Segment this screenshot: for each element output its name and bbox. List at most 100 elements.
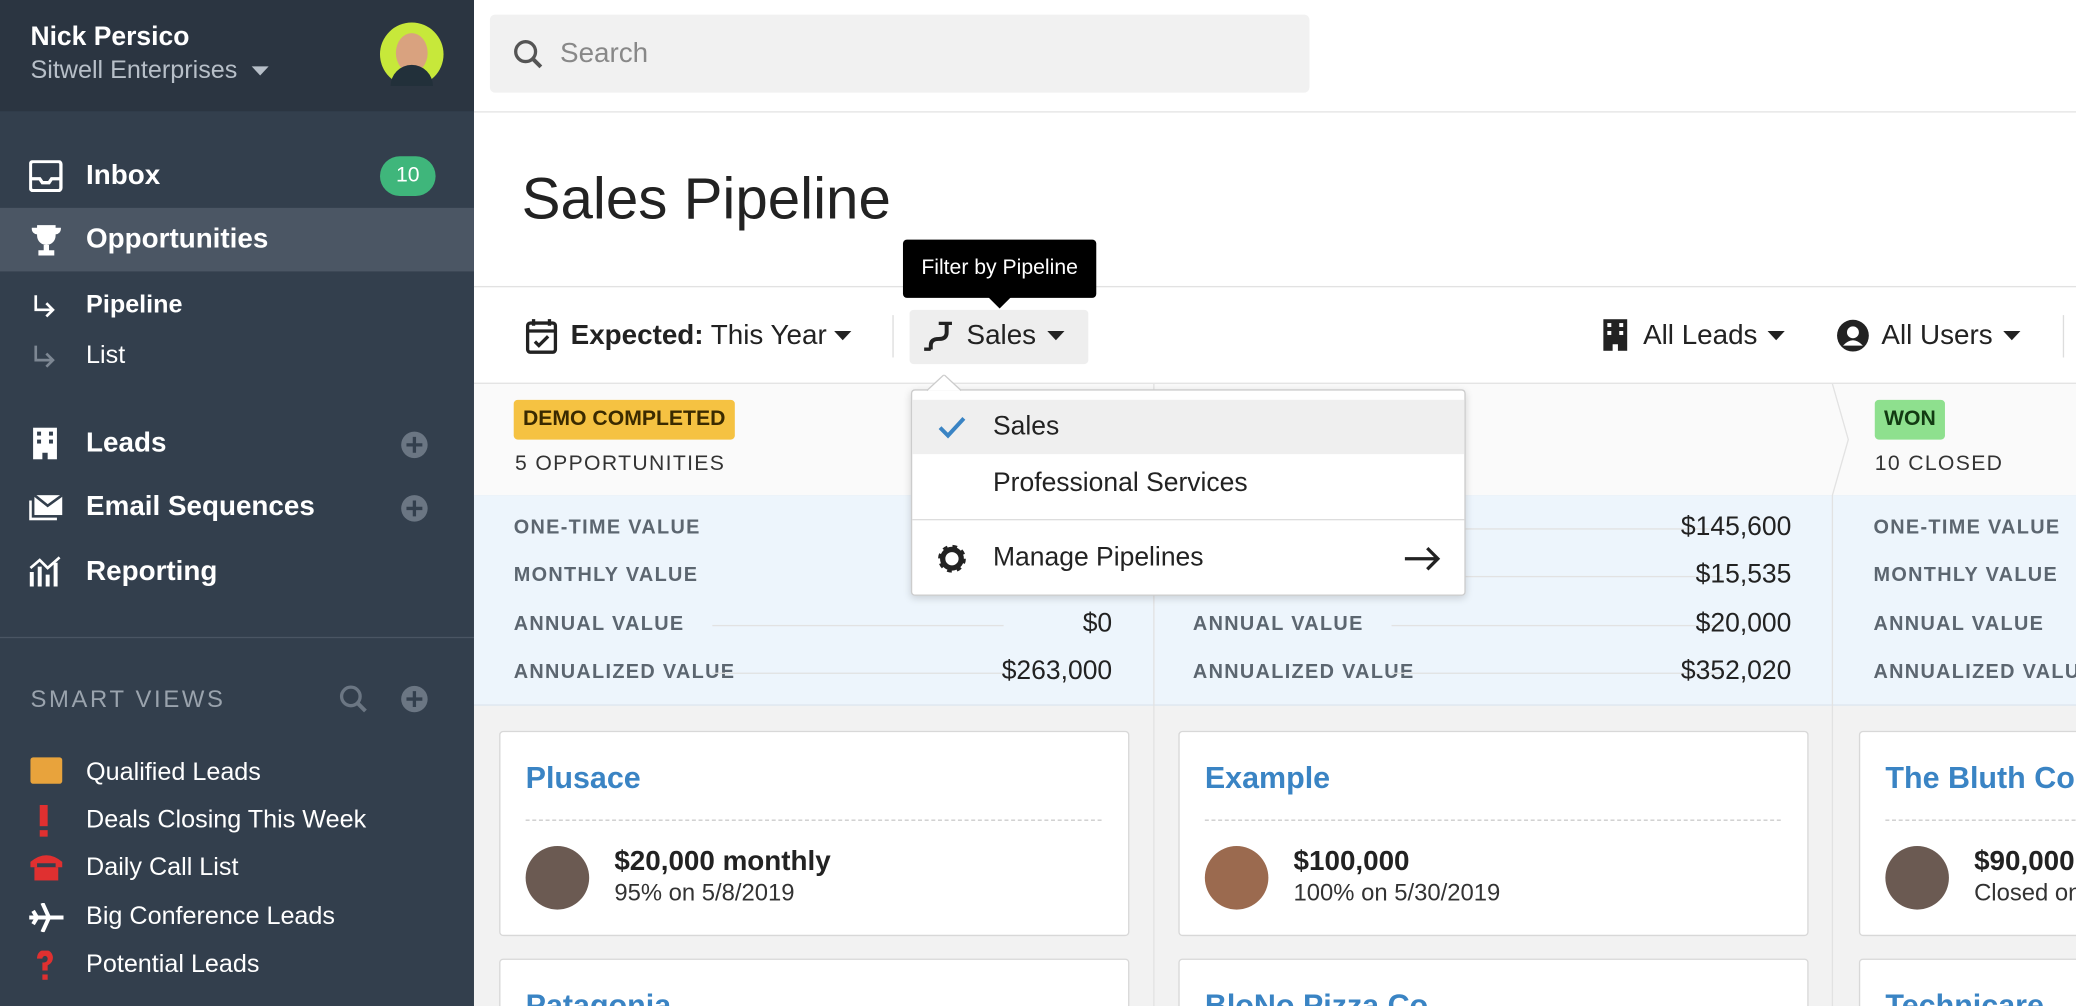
separator bbox=[2062, 315, 2065, 358]
card-divider bbox=[1204, 819, 1781, 821]
inbox-badge: 10 bbox=[379, 156, 436, 196]
nav-inbox[interactable]: Inbox bbox=[86, 160, 161, 191]
value-label: ANNUAL VALUE bbox=[513, 612, 685, 635]
card-title[interactable]: BloNo Pizza Co bbox=[1204, 987, 1429, 1006]
sub-arrow bbox=[34, 295, 55, 318]
inbox-icon bbox=[29, 160, 63, 192]
value-label: ANNUAL VALUE bbox=[1192, 612, 1364, 635]
nav-reporting[interactable]: Reporting bbox=[86, 556, 218, 587]
expected-value[interactable]: This Year bbox=[710, 320, 827, 351]
company[interactable]: Sitwell Enterprises bbox=[30, 56, 238, 85]
card-title[interactable]: Plusace bbox=[525, 759, 641, 795]
view-icon bbox=[30, 757, 63, 784]
value-rule bbox=[712, 672, 1004, 674]
value-amount: $145,600 bbox=[1680, 512, 1792, 542]
arrow-icon bbox=[1404, 546, 1441, 571]
value-amount: $352,020 bbox=[1680, 656, 1792, 686]
leads-icon bbox=[1603, 319, 1628, 351]
divider bbox=[0, 636, 474, 639]
card-title[interactable]: Example bbox=[1204, 759, 1331, 795]
smart-view[interactable]: Qualified Leads bbox=[86, 758, 261, 787]
column-count: 10 CLOSED bbox=[1874, 452, 2004, 476]
opportunity-card[interactable]: Example $100,000 100% on 5/30/2019 bbox=[1178, 730, 1809, 937]
menu-item[interactable]: Sales bbox=[993, 411, 1060, 441]
value-label: ANNUAL VALUE bbox=[1873, 612, 2045, 635]
opportunity-card[interactable]: The Bluth Co $90,000 Closed on bbox=[1858, 730, 2076, 937]
gear-icon bbox=[938, 544, 966, 573]
dropdown-menu: Sales Professional Services Manage Pipel… bbox=[910, 389, 1466, 596]
column-divider bbox=[1831, 383, 1849, 1006]
search-icon bbox=[514, 40, 543, 69]
card-detail: 100% on 5/30/2019 bbox=[1293, 879, 1501, 906]
add-lead[interactable] bbox=[400, 430, 429, 459]
smart-view[interactable]: Potential Leads bbox=[86, 950, 260, 979]
view-icon bbox=[30, 855, 63, 881]
avatar bbox=[525, 846, 590, 910]
check-icon bbox=[938, 417, 966, 439]
tooltip: Filter by Pipeline bbox=[902, 239, 1097, 298]
user-avatar[interactable] bbox=[379, 22, 444, 87]
pipeline-icon bbox=[924, 321, 952, 351]
calendar-icon bbox=[525, 319, 558, 354]
search-box[interactable] bbox=[489, 14, 1310, 93]
avatar bbox=[1204, 846, 1269, 910]
card-detail: Closed on bbox=[1974, 879, 2076, 906]
tooltip-arrow bbox=[987, 296, 1012, 309]
smart-views-title: SMART VIEWS bbox=[30, 685, 226, 713]
reporting-icon bbox=[29, 556, 61, 587]
add-sequence[interactable] bbox=[400, 494, 429, 523]
value-amount: $15,535 bbox=[1695, 560, 1792, 590]
value-label: ONE-TIME VALUE bbox=[513, 516, 701, 539]
nav-email-sequences[interactable]: Email Sequences bbox=[86, 491, 315, 522]
value-rule bbox=[1391, 672, 1723, 674]
leads-icon bbox=[33, 427, 57, 460]
card-title[interactable]: Patagonia bbox=[525, 987, 672, 1006]
pipeline-value[interactable]: Sales bbox=[966, 320, 1037, 351]
avatar bbox=[1885, 846, 1949, 910]
value-label: MONTHLY VALUE bbox=[1873, 564, 2059, 587]
nav-list[interactable]: List bbox=[86, 341, 126, 370]
nav-active-bg bbox=[0, 207, 474, 272]
column-count: 5 OPPORTUNITIES bbox=[515, 452, 726, 476]
opportunity-card[interactable]: BloNo Pizza Co bbox=[1178, 958, 1809, 1006]
expected-label: Expected: bbox=[570, 320, 704, 351]
card-amount: $100,000 bbox=[1293, 846, 1410, 877]
view-icon bbox=[29, 902, 64, 933]
caret bbox=[251, 66, 269, 76]
menu-item[interactable]: Professional Services bbox=[993, 468, 1248, 498]
smart-view[interactable]: Big Conference Leads bbox=[86, 902, 335, 931]
value-label: ANNUALIZED VALUE bbox=[513, 660, 736, 684]
value-rule bbox=[1391, 624, 1723, 626]
add-view[interactable] bbox=[400, 685, 429, 714]
value-label: MONTHLY VALUE bbox=[513, 564, 699, 587]
smart-view[interactable]: Daily Call List bbox=[86, 853, 239, 882]
users-filter[interactable]: All Users bbox=[1881, 320, 1993, 351]
search-views[interactable] bbox=[339, 685, 368, 714]
view-icon bbox=[39, 804, 48, 837]
caret bbox=[834, 331, 852, 341]
nav-opportunities[interactable]: Opportunities bbox=[86, 223, 269, 255]
menu-item[interactable]: Manage Pipelines bbox=[993, 542, 1204, 572]
smart-view[interactable]: Deals Closing This Week bbox=[86, 806, 367, 835]
nav-pipeline[interactable]: Pipeline bbox=[86, 291, 183, 320]
sidebar: Nick Persico Sitwell Enterprises Inbox 1… bbox=[0, 0, 474, 1006]
sub-arrow bbox=[34, 345, 55, 368]
card-title[interactable]: Technicare bbox=[1885, 987, 2044, 1006]
opportunity-card[interactable]: Plusace $20,000 monthly 95% on 5/8/2019 bbox=[499, 730, 1130, 937]
menu-divider bbox=[912, 519, 1465, 521]
selected-bg bbox=[912, 399, 1465, 455]
value-label: ANNUALIZED VALUE bbox=[1873, 660, 2076, 684]
card-divider bbox=[1885, 819, 2076, 821]
leads-filter[interactable]: All Leads bbox=[1643, 320, 1758, 351]
value-amount: $20,000 bbox=[1695, 608, 1792, 638]
status-badge: DEMO COMPLETED bbox=[513, 399, 735, 440]
nav-leads[interactable]: Leads bbox=[86, 427, 167, 459]
card-title[interactable]: The Bluth Co bbox=[1885, 759, 2075, 795]
value-rule bbox=[1391, 576, 1723, 578]
opportunity-card[interactable]: Technicare bbox=[1858, 958, 2076, 1006]
caret bbox=[2003, 331, 2021, 341]
trophy-icon bbox=[31, 225, 61, 256]
opportunity-card[interactable]: Patagonia bbox=[499, 958, 1130, 1006]
